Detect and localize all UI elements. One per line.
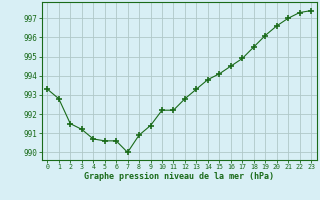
X-axis label: Graphe pression niveau de la mer (hPa): Graphe pression niveau de la mer (hPa): [84, 172, 274, 181]
